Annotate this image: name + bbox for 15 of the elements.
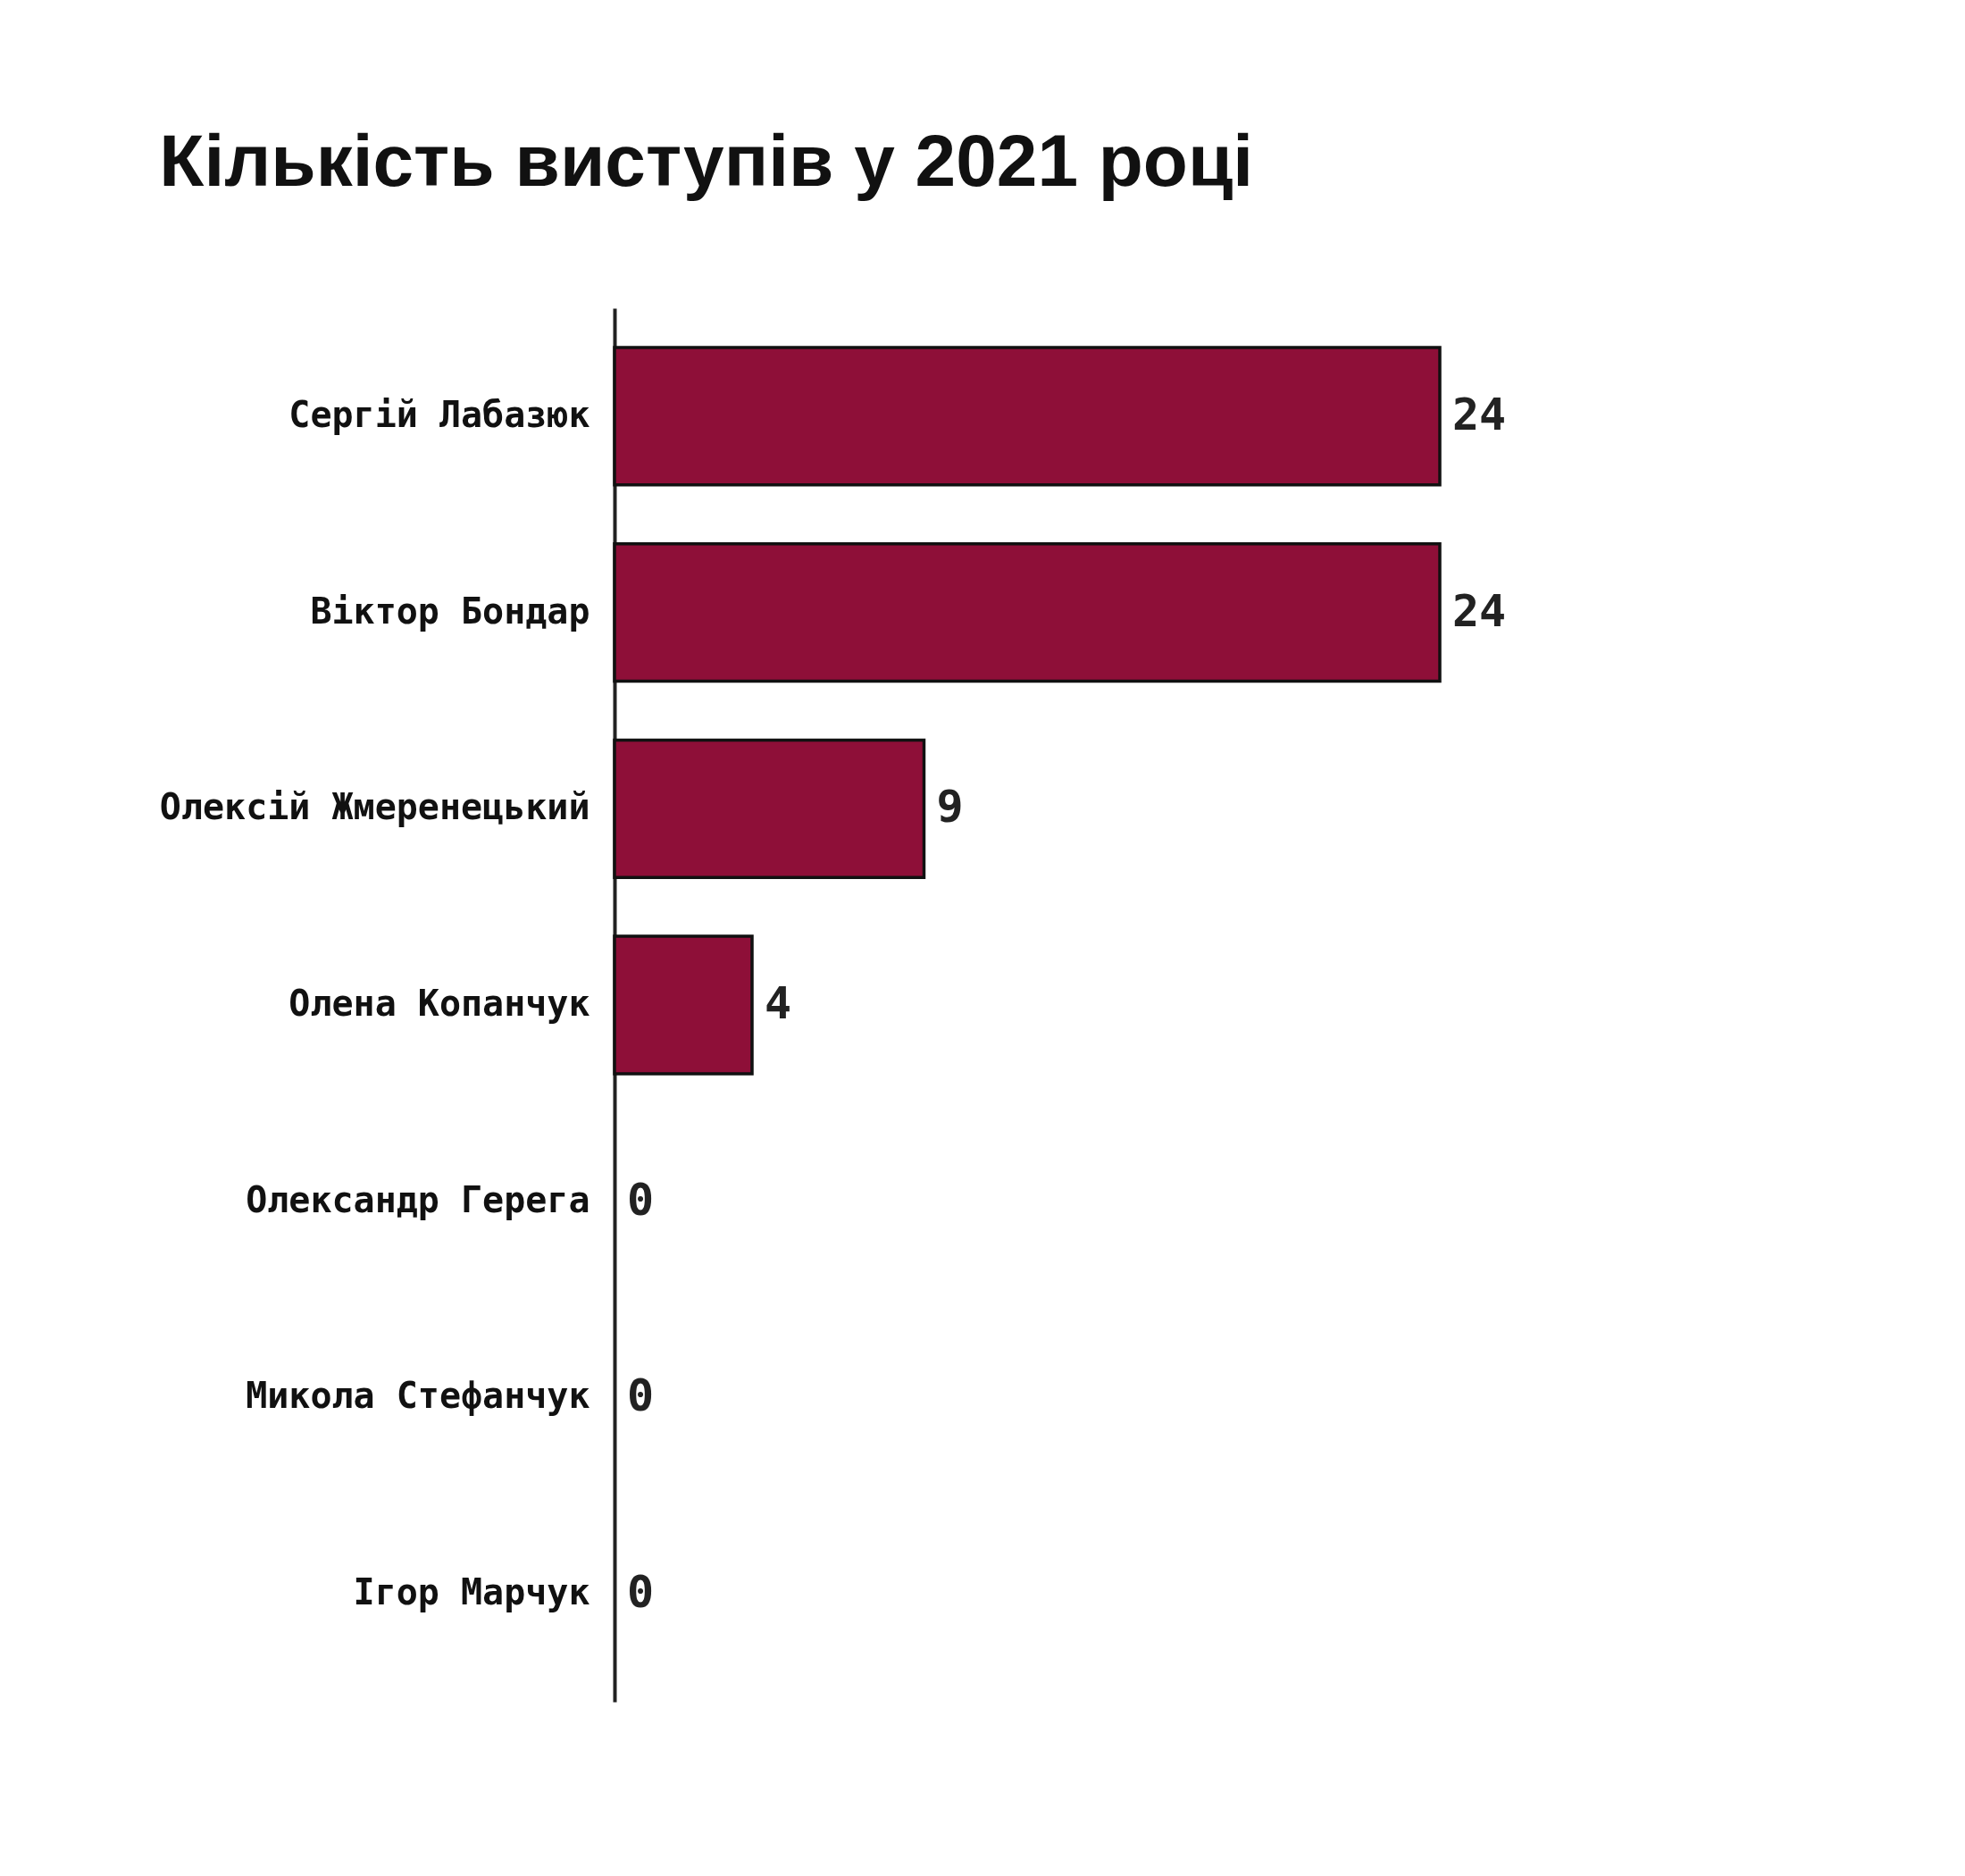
- chart-title: Кількість виступів у 2021 році: [159, 120, 1254, 201]
- y-tick-label: Микола Стефанчук: [246, 1375, 590, 1417]
- y-tick-label: Сергій Лабазюк: [288, 393, 590, 435]
- data-label: 24: [1452, 388, 1507, 440]
- data-label: 0: [627, 1369, 655, 1422]
- y-tick-label: Ігор Марчук: [353, 1571, 590, 1613]
- data-label: 9: [936, 781, 964, 833]
- data-label: 0: [627, 1173, 655, 1226]
- y-tick-label: Віктор Бондар: [310, 590, 590, 632]
- data-label: 0: [627, 1566, 655, 1619]
- data-label: 4: [765, 977, 792, 1029]
- y-tick-label: Олена Копанчук: [288, 983, 590, 1024]
- y-tick-label: Олександр Герега: [246, 1178, 590, 1220]
- y-tick-label: Олексій Жмеренецький: [159, 786, 590, 828]
- data-label: 24: [1452, 584, 1507, 637]
